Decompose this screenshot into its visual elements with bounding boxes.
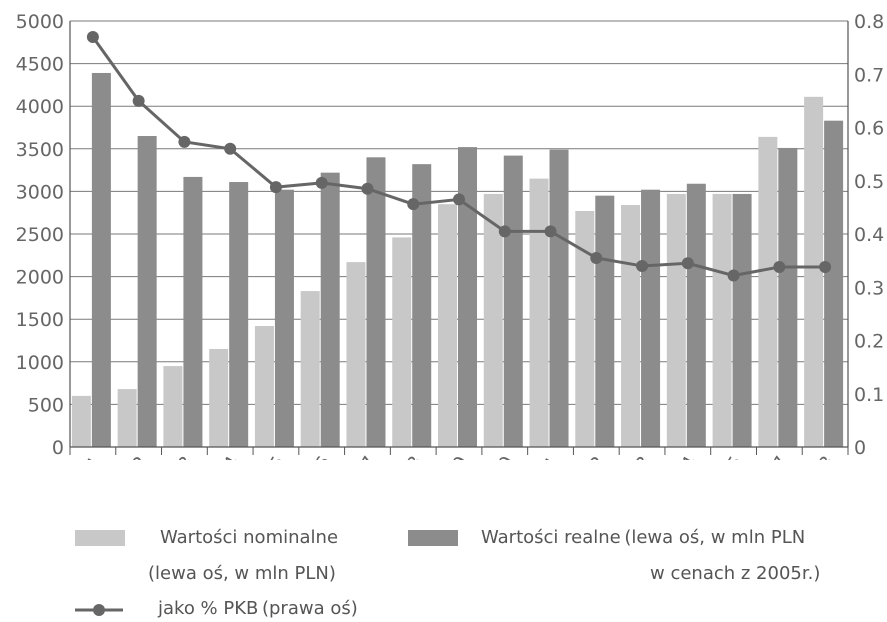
line-pkb-point [269,181,282,194]
bar-real [641,189,661,448]
y-right-tick-label: 0.7 [854,64,884,86]
line-pkb-point [544,225,557,238]
line-pkb-point [636,259,649,272]
bar-nominal [300,291,320,447]
line-pkb-point [86,30,99,43]
y-right-tick-label: 0.3 [854,277,884,299]
y-right-tick-label: 0.1 [854,384,884,406]
bar-real [366,157,386,447]
y-left-tick-label: 4000 [16,96,64,118]
bar-real [91,72,111,448]
bar-nominal [804,96,824,447]
bar-nominal [254,326,274,447]
line-pkb-point [407,198,420,211]
legend-label-real-line1: Wartości realne (lewa oś, w mln PLN [481,527,806,548]
bar-real [458,147,477,447]
bar-nominal [438,204,457,447]
bar-real [732,193,752,447]
chart-svg: 0 500 1000 1500 2000 2500 3000 3500 4000 4500 5000… [16,11,885,505]
y-left-tick-label: 5000 [16,11,64,33]
bar-nominal [117,389,137,447]
y-left-tick-label: 1500 [16,309,64,331]
y-left-tick-label: 2500 [16,224,64,246]
bar-real [595,195,615,447]
bar-real [778,147,798,447]
y-right-tick-label: 0.5 [854,171,884,193]
line-pkb-point [224,142,237,155]
bar-real [229,182,249,447]
line-pkb-point [178,135,191,148]
line-pkb-point [498,225,511,238]
bar-real [183,176,203,447]
line-pkb-point [315,176,328,189]
line-pkb-point [681,257,694,270]
bar-real [503,155,523,447]
bar-real [412,164,432,448]
line-pkb-point [132,94,145,107]
bar-nominal [163,366,183,447]
chart: 0 500 1000 1500 2000 2500 3000 3500 4000 4500 5000… [16,11,885,505]
bar-nominal [71,395,91,447]
legend-label-pkb: jako % PKB (prawa oś) [158,598,358,619]
line-pkb-point [361,182,374,195]
y-left-tick-label: 3500 [16,139,64,161]
bar-nominal [712,193,732,447]
bar-nominal [209,349,229,447]
bar-real [549,149,569,448]
legend-label-nominal-line1: Wartości nominalne [160,527,339,548]
line-pkb-point [453,193,465,206]
legend-label-real-line2: w cenach z 2005r.) [650,563,821,584]
bar-real [320,172,340,447]
bar-nominal [758,136,778,447]
y-right-tick-label: 0.2 [854,331,884,353]
legend-swatch-nominal [75,530,125,546]
legend-label-nominal-line2: (lewa oś, w mln PLN) [148,563,336,584]
bar-nominal [666,193,686,447]
y-right-tick-label: 0 [854,437,866,459]
bar-nominal [575,210,595,447]
line-pkb-point [773,261,786,274]
y-left-tick-label: 0 [52,437,64,459]
bar-nominal [483,193,503,447]
line-pkb-point [590,251,603,264]
line-pkb-point [727,269,740,282]
y-left-tick-label: 3000 [16,181,64,203]
y-right-tick-label: 0.4 [854,224,884,246]
legend-swatch-real [408,530,458,546]
y-left-tick-label: 500 [28,394,64,416]
bar-nominal [621,205,641,447]
bar-real [274,189,294,448]
bar-nominal [529,178,549,447]
y-left-tick-label: 4500 [16,54,64,76]
bar-real [824,120,844,448]
line-pkb-point [819,261,832,274]
bar-nominal [392,237,412,447]
bar-real [686,183,706,447]
legend-line-marker [75,604,123,616]
bar-real [137,136,157,447]
y-right-tick-label: 0.6 [854,118,884,140]
bar-nominal [346,262,366,447]
y-left-tick-label: 2000 [16,267,64,289]
y-right-tick-label: 0.8 [854,11,884,33]
y-left-tick-label: 1000 [16,352,64,374]
